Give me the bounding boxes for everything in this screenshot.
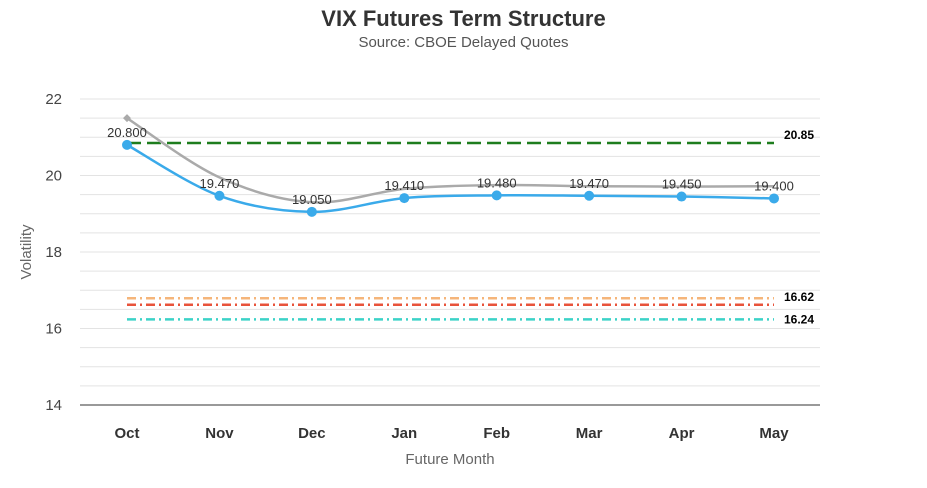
chart-title: VIX Futures Term Structure	[321, 6, 606, 31]
data-label: 20.800	[107, 125, 147, 140]
data-label: 19.410	[384, 178, 424, 193]
data-label: 19.470	[569, 176, 609, 191]
data-label: 19.470	[200, 176, 240, 191]
series-point	[399, 193, 410, 204]
series-point	[769, 193, 779, 204]
data-label: 19.050	[292, 192, 332, 207]
x-tick-label: Apr	[669, 425, 695, 442]
reference-line-label: 20.85	[784, 128, 814, 142]
data-label: 19.450	[662, 177, 702, 192]
y-tick-label: 22	[45, 91, 62, 108]
x-axis-title: Future Month	[405, 451, 494, 468]
x-tick-label: Feb	[483, 425, 510, 442]
x-tick-label: Nov	[205, 425, 234, 442]
series-point	[491, 190, 502, 201]
series-point	[676, 191, 687, 202]
reference-lines-layer: 20.85 16.62 16.24	[127, 128, 814, 326]
x-tick-label: May	[759, 425, 789, 442]
x-tick-label: Jan	[391, 425, 417, 442]
series-point	[306, 206, 317, 217]
series-start-marker	[123, 114, 131, 123]
reference-line-label: 16.24	[784, 312, 814, 326]
series-point	[122, 139, 132, 150]
data-label: 19.480	[477, 175, 517, 190]
y-tick-label: 16	[45, 321, 62, 338]
reference-line-label: 16.62	[784, 290, 814, 304]
series-point	[214, 190, 225, 201]
y-tick-label: 18	[45, 244, 62, 261]
y-axis-title: Volatility	[18, 224, 35, 280]
x-tick-label: Oct	[114, 425, 139, 442]
labels-layer: 20.800 19.470 19.050 19.410 19.480 19.470 19.4…	[107, 125, 794, 207]
x-tick-label: Mar	[576, 425, 603, 442]
series-point	[584, 190, 595, 201]
series-layer	[122, 114, 779, 217]
data-label: 19.400	[754, 178, 794, 193]
y-tick-label: 14	[45, 397, 62, 414]
series-line-1	[126, 117, 775, 204]
x-tick-label: Dec	[298, 425, 326, 442]
y-tick-label: 20	[45, 168, 62, 185]
chart-subtitle: Source: CBOE Delayed Quotes	[358, 34, 569, 51]
grid-layer: 14 16 18 20 22 Oct Nov Dec Jan Feb Mar Apr May	[45, 91, 820, 442]
